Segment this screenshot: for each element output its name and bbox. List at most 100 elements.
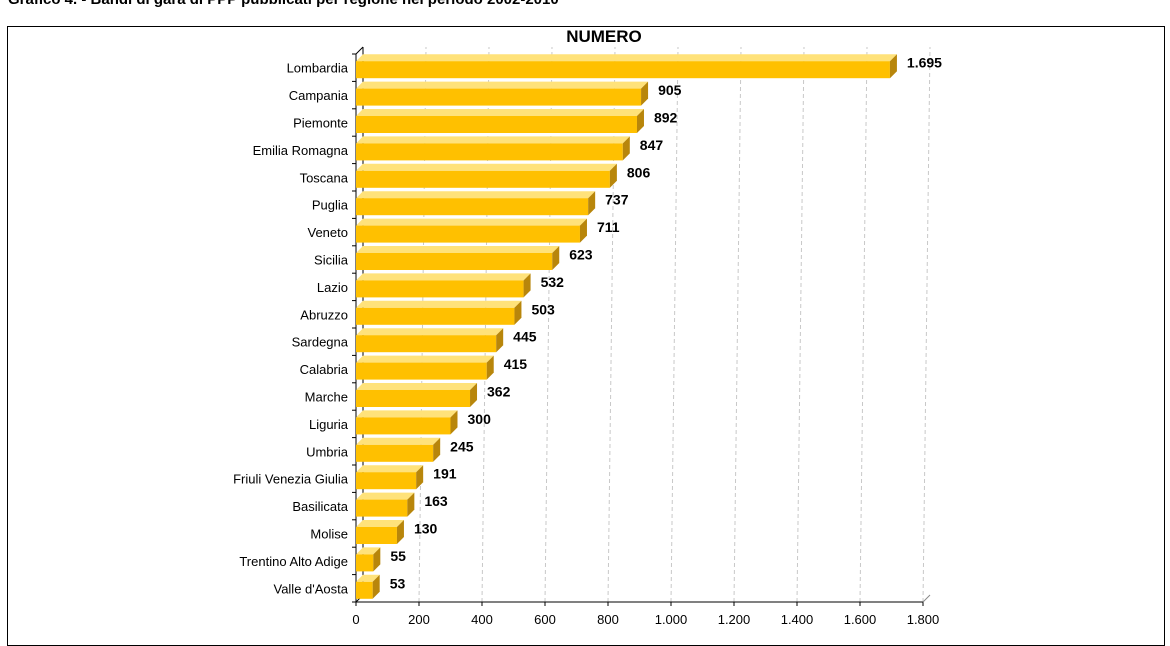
bar bbox=[356, 170, 610, 188]
bar-side bbox=[514, 300, 522, 325]
value-label: 245 bbox=[450, 438, 474, 454]
bar-top bbox=[356, 136, 630, 144]
bar bbox=[356, 390, 471, 407]
bar bbox=[356, 362, 487, 380]
bar-top bbox=[356, 191, 596, 199]
value-label: 53 bbox=[390, 575, 406, 591]
value-label: 55 bbox=[390, 548, 406, 564]
bar-side bbox=[579, 218, 587, 243]
x-tick-label: 1.600 bbox=[844, 612, 877, 627]
bar-top bbox=[356, 465, 424, 473]
category-label: Marche bbox=[305, 390, 348, 405]
value-label: 847 bbox=[640, 137, 664, 153]
category-label: Puglia bbox=[312, 198, 349, 213]
bar-side bbox=[372, 574, 380, 599]
value-label: 892 bbox=[654, 110, 678, 126]
bar-side bbox=[486, 355, 494, 380]
x-tick-label: 1.000 bbox=[655, 612, 688, 627]
bar bbox=[356, 61, 890, 79]
chart-title: NUMERO bbox=[566, 27, 642, 46]
category-label: Umbria bbox=[306, 444, 349, 459]
value-label: 532 bbox=[541, 274, 565, 290]
x-tick-label: 1.200 bbox=[718, 612, 751, 627]
bar-side bbox=[523, 273, 531, 298]
x-tick-label: 600 bbox=[534, 612, 556, 627]
bar bbox=[356, 116, 637, 133]
bar-top bbox=[356, 246, 560, 253]
category-label: Calabria bbox=[300, 362, 349, 377]
bar-side bbox=[552, 246, 560, 270]
bar bbox=[356, 554, 374, 572]
value-label: 711 bbox=[597, 219, 620, 235]
x-tick-label: 400 bbox=[471, 612, 493, 627]
bar bbox=[356, 417, 451, 435]
category-label: Abruzzo bbox=[300, 307, 348, 322]
bar-top bbox=[356, 547, 381, 555]
x-tick-label: 0 bbox=[352, 612, 359, 627]
bar-top bbox=[356, 218, 587, 226]
bar-top bbox=[356, 520, 404, 527]
bar-top bbox=[356, 328, 504, 336]
category-label: Trentino Alto Adige bbox=[239, 554, 348, 569]
bar-side bbox=[373, 547, 381, 572]
labels: Lombardia 1.695 Campania 905 Piemonte 892 Emil… bbox=[233, 55, 942, 597]
value-label: 905 bbox=[658, 82, 682, 98]
bar bbox=[356, 581, 373, 599]
category-label: Emilia Romagna bbox=[253, 143, 349, 158]
bar-top bbox=[356, 163, 617, 171]
bar-top bbox=[356, 109, 644, 116]
y-axis-depth bbox=[355, 46, 364, 55]
bar bbox=[356, 499, 408, 517]
gridline bbox=[922, 46, 931, 603]
bar-side bbox=[407, 492, 415, 517]
bar bbox=[356, 280, 524, 298]
bar-side bbox=[889, 54, 897, 79]
bar-side bbox=[622, 136, 630, 161]
value-label: 503 bbox=[531, 301, 555, 317]
bar-side bbox=[470, 383, 478, 407]
value-label: 300 bbox=[468, 411, 492, 427]
bar bbox=[356, 88, 642, 106]
gridline bbox=[796, 46, 805, 603]
bar-top bbox=[356, 383, 478, 390]
value-label: 130 bbox=[414, 521, 438, 537]
category-label: Sicilia bbox=[314, 253, 349, 268]
category-label: Basilicata bbox=[292, 499, 348, 514]
value-label: 1.695 bbox=[907, 55, 942, 71]
bar bbox=[356, 143, 623, 161]
x-tick-label: 800 bbox=[597, 612, 619, 627]
bar bbox=[356, 307, 515, 325]
bar-top bbox=[356, 574, 380, 582]
bar bbox=[356, 198, 589, 216]
category-label: Lazio bbox=[317, 280, 348, 295]
bar-side bbox=[641, 81, 649, 106]
bar-top bbox=[356, 355, 494, 363]
gridline bbox=[670, 46, 679, 603]
x-tick-label: 1.400 bbox=[781, 612, 814, 627]
bar-top bbox=[356, 300, 522, 308]
bar bbox=[356, 225, 580, 243]
chart-frame: NUMERO 0 200 400 600 800 1.000 1.200 1.400 1.600… bbox=[7, 26, 1165, 646]
bar bbox=[356, 472, 417, 490]
category-label: Liguria bbox=[309, 417, 349, 432]
bar-chart: NUMERO 0 200 400 600 800 1.000 1.200 1.400 1.600… bbox=[233, 27, 942, 627]
value-label: 191 bbox=[433, 466, 457, 482]
bar-top bbox=[356, 492, 415, 500]
bar-side bbox=[496, 328, 504, 353]
bar-side bbox=[636, 109, 644, 133]
figure-caption: Grafico 4. - Bandi di gara di PPP pubbli… bbox=[8, 0, 559, 8]
bar-top bbox=[356, 410, 458, 418]
bar-top bbox=[356, 81, 649, 89]
bar bbox=[356, 527, 397, 544]
bar-top bbox=[356, 54, 897, 62]
x-axis-depth bbox=[922, 594, 931, 603]
value-label: 415 bbox=[504, 356, 528, 372]
gridline bbox=[859, 46, 868, 603]
bar-top bbox=[356, 273, 531, 281]
value-label: 445 bbox=[513, 329, 537, 345]
value-label: 806 bbox=[627, 164, 651, 180]
bar-side bbox=[416, 465, 424, 490]
category-label: Molise bbox=[310, 527, 348, 542]
category-label: Lombardia bbox=[287, 61, 349, 76]
value-label: 362 bbox=[487, 384, 511, 400]
